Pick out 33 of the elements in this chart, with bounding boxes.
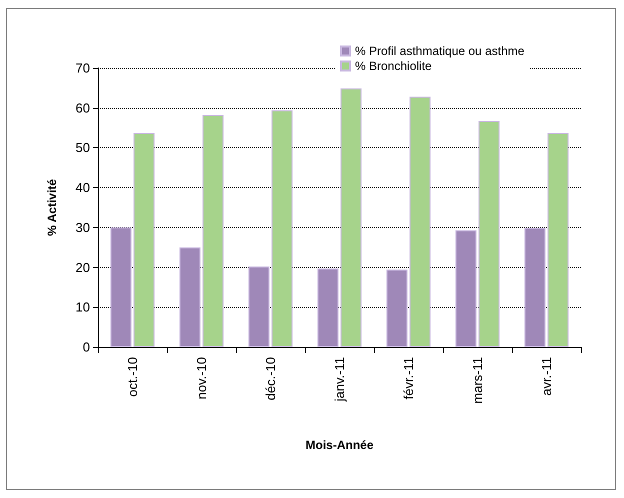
y-tick-label: 30: [76, 220, 90, 235]
y-tick-label: 60: [76, 100, 90, 116]
bar: [317, 268, 338, 347]
bar: [478, 121, 500, 347]
y-tick-label: 50: [76, 140, 90, 156]
x-tick-label: déc.-10: [263, 357, 278, 400]
legend-label: % Profil asthmatique ou asthme: [355, 44, 525, 58]
x-tick-label: oct.-10: [125, 357, 140, 397]
bar: [410, 96, 431, 347]
bar: [179, 247, 200, 347]
y-tick-label: 40: [76, 180, 90, 196]
bar: [272, 110, 293, 347]
y-tick-label: 0: [82, 340, 90, 354]
bar: [340, 88, 362, 347]
y-tick-label: 70: [76, 60, 90, 76]
bar: [548, 132, 569, 347]
x-tick-label: janv.-11: [332, 357, 347, 402]
x-tick-label: mars-11: [470, 357, 485, 404]
bar: [110, 227, 132, 347]
bar: [455, 230, 476, 347]
bar: [134, 132, 155, 347]
y-tick-label: 20: [76, 260, 90, 275]
x-axis-title: Mois-Année: [305, 438, 374, 452]
bar: [202, 115, 224, 347]
y-tick-label: 10: [76, 300, 90, 315]
bar: [386, 270, 408, 347]
legend-label: % Bronchiolite: [355, 59, 432, 73]
bar: [248, 266, 270, 347]
y-axis-title: % Activité: [45, 178, 59, 236]
x-tick-label: avr.-11: [539, 357, 554, 396]
x-tick-label: févr.-11: [401, 357, 416, 400]
x-tick-label: nov.-10: [194, 357, 209, 400]
bar: [524, 228, 546, 347]
